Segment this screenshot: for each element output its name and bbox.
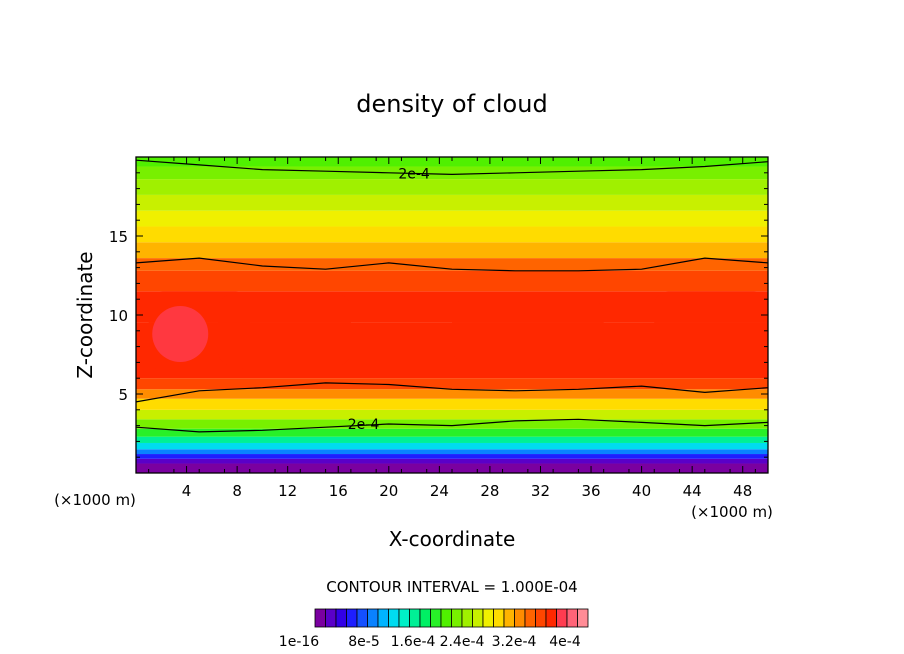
- field-peak: [152, 305, 209, 362]
- colorbar-swatch: [335, 608, 347, 628]
- contour-lines: [136, 159, 768, 433]
- colorbar-swatch: [388, 608, 400, 628]
- colorbar-swatch: [545, 608, 557, 628]
- field-band: [136, 436, 768, 443]
- colorbar-swatch: [461, 608, 473, 628]
- field-band: [136, 419, 768, 429]
- colorbar-swatch: [493, 608, 505, 628]
- contour-line: [136, 257, 768, 272]
- x-axis-unit: (×1000 m): [691, 503, 773, 521]
- colorbar-swatch: [451, 608, 463, 628]
- colorbar-swatch: [577, 608, 589, 628]
- colorbar-swatch: [524, 608, 536, 628]
- field-band: [136, 458, 768, 464]
- colorbar-tick-label: 1e-16: [279, 634, 319, 650]
- field-band: [136, 157, 768, 167]
- colorbar-swatch: [556, 608, 568, 628]
- x-tick-label: 32: [531, 482, 550, 500]
- field-band: [136, 179, 768, 195]
- x-tick-label: 40: [632, 482, 651, 500]
- contour-label: 2e-4: [348, 417, 380, 433]
- colorbar-swatch: [419, 608, 431, 628]
- contour-line: [136, 382, 768, 403]
- y-axis-label: Z-coordinate: [73, 251, 97, 378]
- x-tick-label: 28: [480, 482, 499, 500]
- field-band: [136, 389, 768, 399]
- x-axis-ticks: 4 8 12 16 20 24 28 32 36 40 44 48: [148, 157, 756, 500]
- colorbar-swatch: [409, 608, 421, 628]
- x-tick-label: 12: [278, 482, 297, 500]
- field-band: [136, 449, 768, 455]
- colorbar: [314, 608, 589, 628]
- colorbar-title: CONTOUR INTERVAL = 1.000E-04: [326, 578, 577, 596]
- colorbar-swatch: [367, 608, 379, 628]
- colorbar-tick-label: 1.6e-4: [391, 634, 436, 650]
- x-tick-label: 48: [733, 482, 752, 500]
- colorbar-swatch: [566, 608, 578, 628]
- contour-label: 2e-4: [398, 167, 430, 183]
- field-band: [136, 226, 768, 243]
- field-band: [136, 398, 768, 410]
- colorbar-swatch: [377, 608, 389, 628]
- colorbar-labels: 1e-16 8e-5 1.6e-4 2.4e-4 3.2e-4 4e-4: [279, 634, 581, 650]
- x-tick-label: 36: [581, 482, 600, 500]
- field-band: [136, 210, 768, 227]
- y-axis-ticks: 5 10 15: [109, 172, 768, 458]
- colorbar-tick-label: 4e-4: [549, 634, 581, 650]
- field-core: [654, 291, 768, 366]
- colorbar-swatch: [356, 608, 368, 628]
- contour-labels: 2e-4 2e-4: [348, 167, 430, 433]
- colorbar-swatch: [482, 608, 494, 628]
- x-tick-label: 4: [182, 482, 192, 500]
- field-band: [136, 378, 768, 390]
- colorbar-swatch: [430, 608, 442, 628]
- y-tick-label: 5: [118, 386, 128, 404]
- y-tick-label: 15: [109, 228, 128, 246]
- field-band: [136, 166, 768, 180]
- field-band: [136, 428, 768, 437]
- x-tick-label: 8: [232, 482, 242, 500]
- colorbar-tick-label: 3.2e-4: [492, 634, 537, 650]
- field-band: [136, 409, 768, 420]
- x-tick-label: 44: [683, 482, 702, 500]
- colorbar-tick-label: 2.4e-4: [440, 634, 485, 650]
- chart-title: density of cloud: [356, 90, 547, 118]
- x-tick-label: 24: [430, 482, 449, 500]
- field-band: [136, 454, 768, 459]
- contour-line: [136, 418, 768, 433]
- colorbar-swatch: [514, 608, 526, 628]
- y-axis-unit: (×1000 m): [54, 491, 136, 509]
- colorbar-swatch: [440, 608, 452, 628]
- field-band: [136, 463, 768, 473]
- field-core: [218, 294, 351, 366]
- colorbar-swatch: [503, 608, 515, 628]
- colorbar-swatch: [325, 608, 337, 628]
- contour-line: [136, 159, 768, 176]
- field-band: [136, 194, 768, 211]
- field-band: [136, 242, 768, 259]
- y-tick-label: 10: [109, 307, 128, 325]
- x-tick-label: 16: [329, 482, 348, 500]
- colorbar-swatch: [398, 608, 410, 628]
- colorbar-swatch: [346, 608, 358, 628]
- field-core: [452, 299, 604, 363]
- colorbar-swatch: [535, 608, 547, 628]
- field-band: [136, 442, 768, 450]
- x-axis-label: X-coordinate: [389, 527, 516, 551]
- x-tick-label: 20: [379, 482, 398, 500]
- colorbar-swatch: [472, 608, 484, 628]
- colorbar-tick-label: 8e-5: [348, 634, 379, 650]
- colorbar-swatch: [314, 608, 326, 628]
- field-band: [136, 270, 768, 292]
